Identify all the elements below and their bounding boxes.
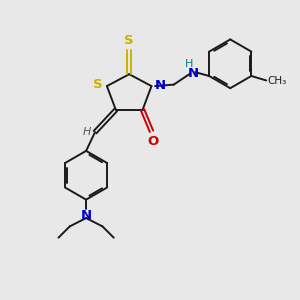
Text: N: N xyxy=(188,67,199,80)
Text: H: H xyxy=(83,127,92,136)
Text: H: H xyxy=(184,58,193,69)
Text: O: O xyxy=(147,135,159,148)
Text: S: S xyxy=(124,34,134,47)
Text: CH₃: CH₃ xyxy=(268,76,287,86)
Text: S: S xyxy=(93,78,103,91)
Text: N: N xyxy=(80,209,92,222)
Text: N: N xyxy=(154,79,166,92)
